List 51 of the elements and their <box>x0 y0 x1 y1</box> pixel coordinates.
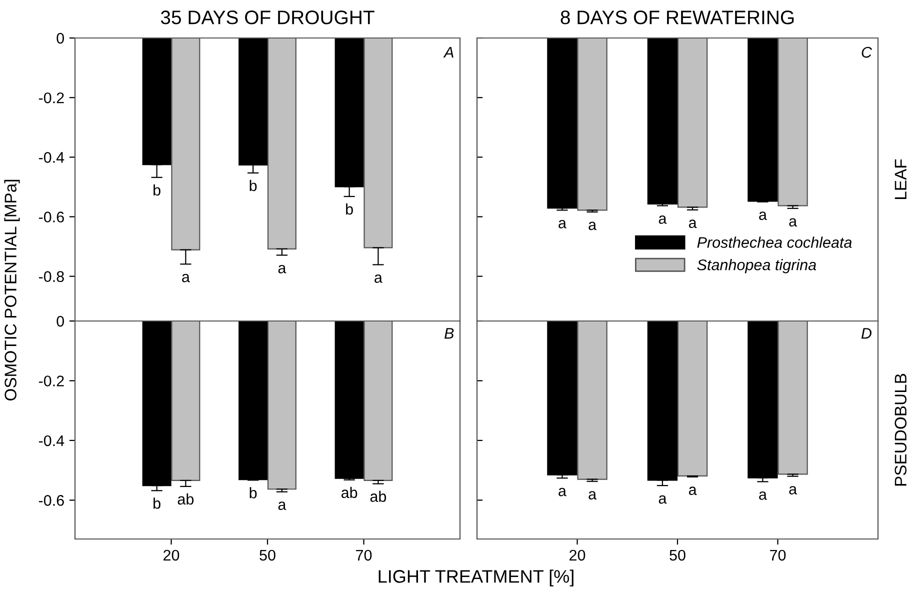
legend-label: Prosthechea cochleata <box>697 236 852 248</box>
data-label: a <box>558 488 566 496</box>
data-label: a <box>182 274 190 282</box>
data-label: a <box>278 502 286 510</box>
data-label: ab <box>370 490 386 502</box>
data-label: a <box>688 220 697 228</box>
y2-axis-title: PSEUDOBULB <box>894 374 907 486</box>
chart-title: 35 DAYS OF DROUGHT <box>160 10 374 24</box>
data-label: a <box>789 218 798 227</box>
x-axis-title: LIGHT TREATMENT [%] <box>378 570 574 586</box>
y-tick-label: -0.2 <box>38 376 64 386</box>
data-label: b <box>346 203 353 215</box>
y-tick-label: -0.6 <box>38 495 64 506</box>
data-label: a <box>759 212 767 220</box>
data-label: ab <box>178 493 194 505</box>
data-label: a <box>658 495 667 504</box>
data-label: a <box>658 216 667 224</box>
x-tick-label: 70 <box>770 550 786 561</box>
data-label: a <box>588 222 597 230</box>
annotation: B <box>444 328 454 339</box>
data-label: a <box>688 486 697 496</box>
data-label: a <box>278 264 286 274</box>
x-tick-label: 50 <box>260 550 276 561</box>
data-label: a <box>374 274 382 283</box>
y-tick-label: -0.2 <box>38 92 64 104</box>
x-tick-label: 50 <box>670 550 686 561</box>
y-tick-label: -0.4 <box>38 152 64 163</box>
y2-axis-title: LEAF <box>894 159 906 199</box>
data-label: b <box>250 487 257 498</box>
y-tick-label: -0.8 <box>38 271 64 282</box>
annotation: D <box>861 328 872 339</box>
y-tick-label: -0.6 <box>38 212 64 222</box>
y-tick-label: -0.4 <box>38 435 64 446</box>
chart-title: 8 DAYS OF REWATERING <box>560 10 794 24</box>
y-tick-label: 0 <box>56 316 64 327</box>
data-label: a <box>588 491 597 500</box>
annotation: A <box>443 47 454 58</box>
data-label: b <box>154 498 160 509</box>
legend-label: Stanhopea tigrina <box>697 259 816 274</box>
x-tick-label: 70 <box>356 550 372 561</box>
x-tick-label: 20 <box>164 550 180 561</box>
data-label: a <box>789 486 798 494</box>
data-label: ab <box>341 486 358 498</box>
y-axis-title: OSMOTIC POTENTIAL [MPa] <box>4 180 20 400</box>
data-label: a <box>558 220 566 228</box>
data-label: b <box>154 184 160 196</box>
data-label: b <box>250 180 257 192</box>
annotation: C <box>862 46 872 58</box>
data-label: a <box>759 491 767 500</box>
y-tick-label: 0 <box>56 32 64 44</box>
x-tick-label: 20 <box>570 550 586 561</box>
